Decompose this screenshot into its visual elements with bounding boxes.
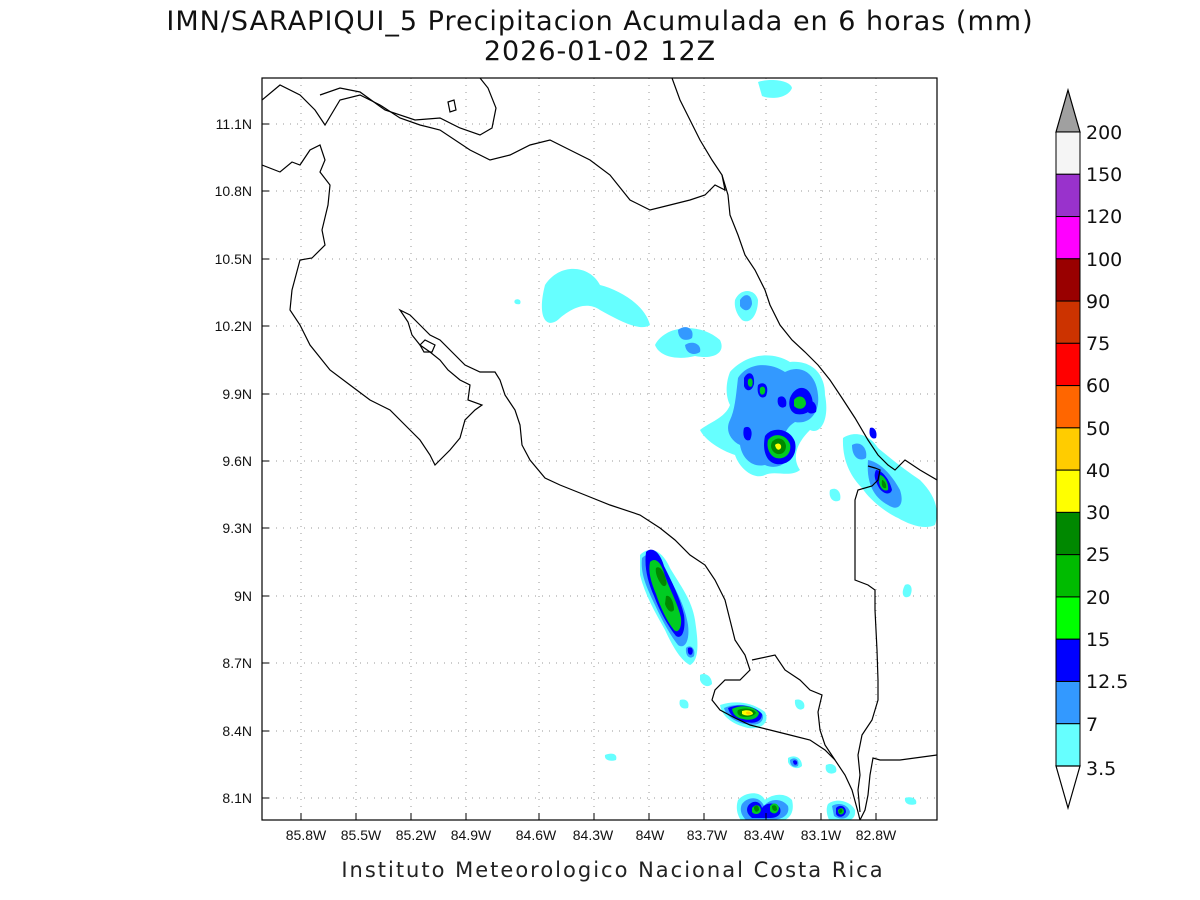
colorbar-swatch: [1055, 385, 1081, 429]
map-gridlines: [262, 78, 937, 820]
lat-label: 10.5N: [215, 251, 252, 267]
colorbar-swatch: [1055, 173, 1081, 218]
colorbar-top-arrow: [1055, 87, 1081, 133]
lat-label: 8.7N: [222, 655, 252, 671]
lon-label: 84.9W: [451, 827, 492, 843]
lon-label: 85.8W: [286, 827, 327, 843]
colorbar-bottom-arrow: [1055, 765, 1081, 811]
colorbar-swatch: [1055, 258, 1081, 302]
colorbar-label: 40: [1086, 460, 1110, 482]
colorbar-legend: 200 150 120 100 90 75 60 50 40 30 25 20 …: [1055, 87, 1128, 811]
precipitation-map: 85.8W 85.5W 85.2W 84.9W 84.6W 84.3W 84W …: [215, 77, 938, 843]
colorbar-label: 20: [1086, 587, 1110, 609]
colorbar-swatch: [1055, 596, 1081, 640]
lat-label: 8.1N: [222, 790, 252, 806]
colorbar-label: 120: [1086, 206, 1122, 228]
colorbar-swatch: [1055, 131, 1081, 175]
map-frame: [261, 77, 938, 821]
map-title: IMN/SARAPIQUI_5 Precipitacion Acumulada …: [166, 6, 1033, 37]
colorbar-label: 75: [1086, 333, 1110, 355]
colorbar-swatch: [1055, 427, 1081, 471]
colorbar-swatch: [1055, 469, 1081, 513]
colorbar-label: 200: [1086, 122, 1122, 144]
colorbar-swatch: [1055, 723, 1081, 767]
lat-label: 9.9N: [222, 386, 252, 402]
colorbar-label: 7: [1086, 714, 1098, 736]
colorbar-swatch: [1055, 554, 1081, 598]
latitude-labels: 11.1N 10.8N 10.5N 10.2N 9.9N 9.6N 9.3N 9…: [215, 116, 252, 806]
colorbar-label: 15: [1086, 629, 1110, 651]
lat-label: 8.4N: [222, 723, 252, 739]
lon-label: 85.2W: [396, 827, 437, 843]
colorbar-label: 90: [1086, 291, 1110, 313]
lon-label: 83.4W: [744, 827, 785, 843]
lon-label: 83.1W: [801, 827, 842, 843]
lat-label: 10.2N: [215, 318, 252, 334]
lat-label: 9N: [234, 588, 252, 604]
colorbar-label: 100: [1086, 249, 1122, 271]
colorbar-swatch: [1055, 300, 1081, 344]
colorbar-swatch: [1055, 216, 1081, 260]
colorbar-label: 12.5: [1086, 671, 1128, 693]
lat-label: 10.8N: [215, 183, 252, 199]
lon-label: 82.8W: [856, 827, 897, 843]
map-subtitle: 2026-01-02 12Z: [484, 36, 716, 67]
longitude-labels: 85.8W 85.5W 85.2W 84.9W 84.6W 84.3W 84W …: [286, 827, 897, 843]
colorbar-label: 60: [1086, 375, 1110, 397]
colorbar-label: 30: [1086, 502, 1110, 524]
colorbar-label: 50: [1086, 418, 1110, 440]
footer-credit: Instituto Meteorologico Nacional Costa R…: [341, 858, 884, 882]
colorbar-swatch: [1055, 680, 1081, 725]
lon-label: 84W: [636, 827, 666, 843]
precip-contour-50: [746, 711, 751, 715]
colorbar-label: 150: [1086, 164, 1122, 186]
colorbar-swatch: [1055, 511, 1081, 556]
colorbar-swatch: [1055, 638, 1081, 682]
lat-label: 9.3N: [222, 520, 252, 536]
lat-label: 11.1N: [216, 116, 252, 132]
lon-label: 84.6W: [516, 827, 557, 843]
lon-label: 85.5W: [341, 827, 382, 843]
lon-label: 84.3W: [573, 827, 614, 843]
lon-label: 83.7W: [687, 827, 728, 843]
coastline-border-lines: [262, 78, 937, 820]
colorbar-label: 25: [1086, 544, 1110, 566]
colorbar-label: 3.5: [1086, 758, 1116, 780]
colorbar-swatch: [1055, 342, 1081, 387]
lat-label: 9.6N: [222, 453, 252, 469]
